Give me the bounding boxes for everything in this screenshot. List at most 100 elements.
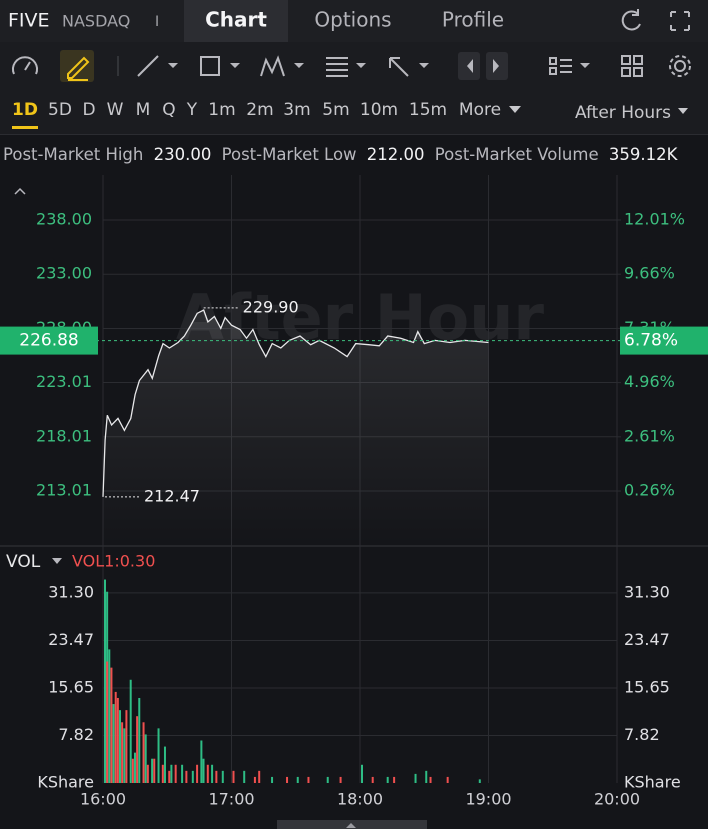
y2-tick-label: 4.96%	[624, 372, 675, 391]
area	[103, 310, 489, 545]
volume-bar	[181, 764, 184, 783]
y2-tick-label: 2.61%	[624, 426, 675, 445]
stat-label: Post-Market Low	[222, 145, 357, 164]
line-tool[interactable]	[137, 55, 159, 77]
y2-tick-label: 12.01%	[624, 209, 685, 228]
gauge-icon[interactable]	[12, 56, 38, 75]
rect-tool[interactable]	[200, 56, 220, 76]
unit-label: KShare	[624, 773, 681, 792]
last-price: 226.88	[19, 331, 78, 351]
tab[interactable]: Profile	[442, 8, 504, 32]
volume-bar	[133, 752, 136, 783]
period[interactable]: 2m	[246, 100, 273, 120]
volume-bar	[110, 667, 113, 783]
vol-caret[interactable]	[52, 558, 62, 564]
active-tab[interactable]	[184, 0, 288, 42]
session[interactable]: After Hours	[575, 103, 671, 123]
y-tick-label: 218.01	[36, 426, 92, 445]
arrow-tool[interactable]	[389, 57, 409, 77]
period[interactable]: 5D	[48, 100, 72, 120]
period[interactable]: Q	[162, 100, 175, 120]
volume-bar	[174, 764, 177, 783]
volume-bar	[138, 697, 141, 783]
scroll-caret	[346, 823, 356, 828]
y-tick-label: 233.00	[36, 264, 92, 283]
volume-bar	[286, 776, 289, 783]
layout-icon[interactable]	[549, 57, 572, 75]
x-tick-label: 16:00	[80, 790, 126, 809]
period[interactable]: More	[459, 100, 501, 120]
active-underline	[12, 126, 38, 129]
volume-bar	[215, 770, 218, 783]
toolbar	[0, 42, 708, 90]
volume-bar	[196, 764, 199, 783]
period[interactable]: 3m	[283, 100, 310, 120]
period[interactable]: 5m	[322, 100, 349, 120]
exchange: NASDAQ	[62, 12, 130, 31]
collapse-icon[interactable]	[14, 187, 26, 195]
volume-bar	[114, 691, 117, 783]
volume-bar	[161, 764, 164, 783]
y2-tick-label: 23.47	[624, 630, 670, 649]
volume-bar	[307, 776, 310, 783]
grid-icon[interactable]	[621, 55, 643, 77]
volume-bar	[146, 764, 149, 783]
volume-bar	[136, 716, 139, 783]
x-tick-label: 19:00	[465, 790, 511, 809]
y-tick-label: 213.01	[36, 480, 92, 499]
period-bar	[0, 90, 708, 134]
volume-bar	[243, 770, 246, 783]
vol-indicator: VOL1:0.30	[72, 552, 155, 571]
volume-bar	[258, 770, 261, 783]
volume-bar	[142, 722, 145, 783]
volume-bar	[191, 770, 194, 783]
period[interactable]: 15m	[409, 100, 447, 120]
volume-bar	[253, 776, 256, 783]
volume-bar	[153, 758, 156, 783]
pen-icon[interactable]	[67, 56, 90, 81]
stat-value: 230.00	[154, 145, 212, 164]
period[interactable]: D	[82, 100, 95, 120]
volume-bar	[393, 776, 396, 783]
high-label: 229.90	[243, 297, 299, 316]
stats: Post-Market High 230.00 Post-Market Low …	[3, 145, 679, 164]
settings-icon[interactable]	[674, 60, 686, 72]
period[interactable]: 10m	[360, 100, 398, 120]
volume-bar	[478, 779, 481, 783]
vol-title: VOL	[6, 552, 41, 572]
pattern-tool[interactable]	[260, 55, 285, 77]
tab[interactable]: Options	[314, 8, 391, 32]
y-tick-label: 223.01	[36, 372, 92, 391]
period[interactable]: W	[107, 100, 124, 120]
volume-bar	[170, 764, 173, 783]
period[interactable]: 1m	[208, 100, 235, 120]
y2-tick-label: 0.26%	[624, 481, 675, 500]
y2-tick-label: 15.65	[624, 677, 670, 696]
x-tick-label: 20:00	[594, 790, 640, 809]
volume-bar	[221, 770, 224, 783]
y-tick-label: 15.65	[48, 677, 94, 696]
volume-bar	[129, 679, 132, 783]
volume-bar	[326, 776, 329, 783]
volume-bar	[200, 740, 203, 783]
last-change-box	[620, 326, 708, 355]
y2-tick-label: 7.82	[624, 725, 660, 744]
volume-bar	[339, 776, 342, 783]
volume-bar	[123, 728, 126, 783]
y-tick-label: 238.00	[36, 210, 92, 229]
last-price-box	[0, 326, 98, 355]
period[interactable]: M	[136, 100, 151, 120]
fullscreen-icon[interactable]	[670, 11, 690, 31]
tab[interactable]: Chart	[205, 8, 267, 32]
volume-bar	[211, 764, 214, 783]
refresh-icon[interactable]	[621, 9, 641, 31]
symbol: FIVE	[8, 10, 50, 32]
unit-label: KShare	[37, 773, 94, 792]
period[interactable]: 1D	[12, 100, 38, 120]
volume-bar	[157, 728, 160, 783]
fib-tool[interactable]	[326, 57, 348, 77]
period[interactable]: Y	[186, 100, 198, 120]
volume-bar	[361, 764, 363, 783]
